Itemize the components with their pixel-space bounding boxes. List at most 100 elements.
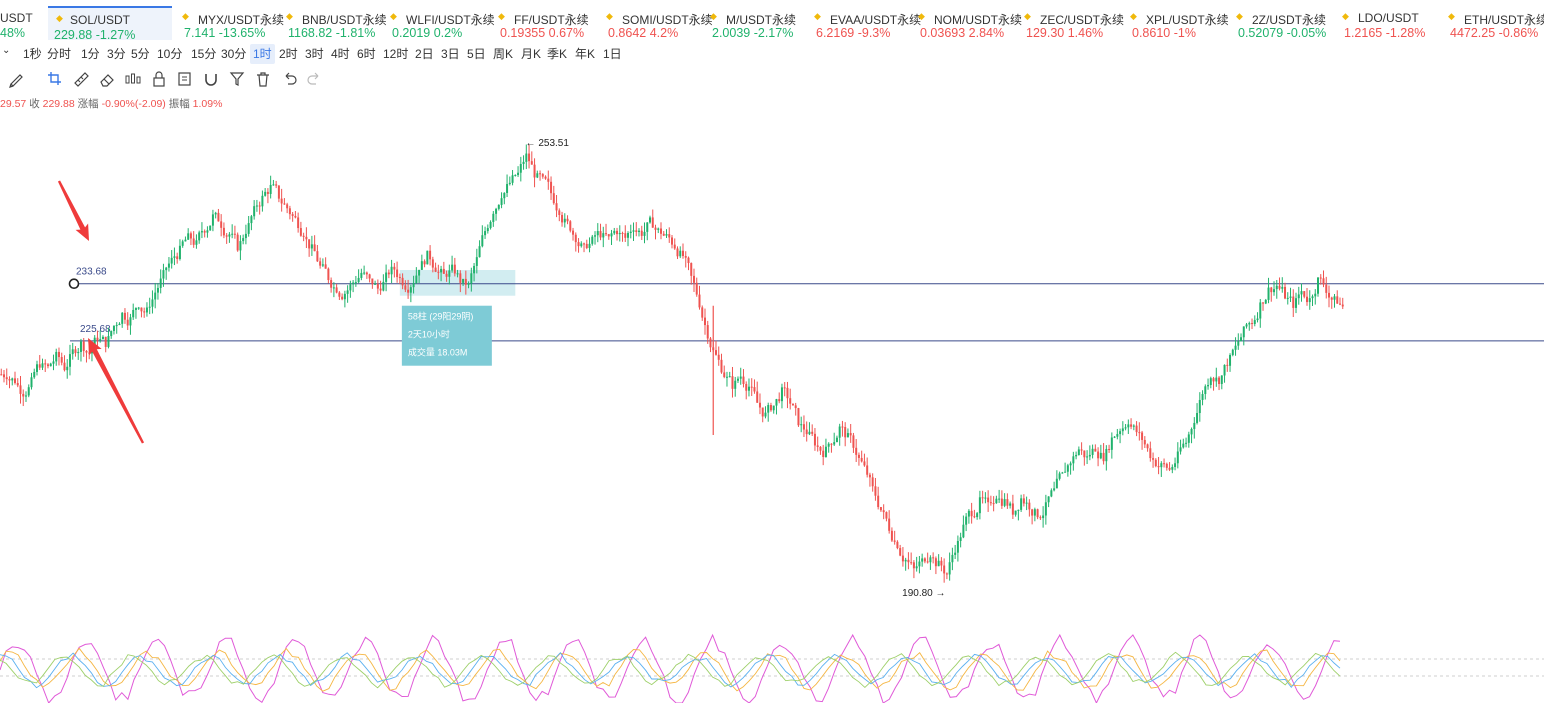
candle — [676, 246, 679, 260]
candle — [912, 560, 915, 579]
interval-2[interactable]: 1分 — [81, 47, 100, 61]
candle — [181, 239, 184, 248]
ticker-myx-usdt-[interactable]: ◆ MYX/USDT永续 7.141 -13.65% — [178, 6, 284, 40]
chevron-down-icon[interactable]: ⌄ — [2, 45, 11, 56]
candle — [940, 557, 943, 572]
candle — [794, 402, 797, 416]
interval-12[interactable]: 6时 — [357, 47, 376, 61]
candle-body — [398, 277, 401, 279]
interval-3[interactable]: 3分 — [107, 47, 126, 61]
interval-10[interactable]: 3时 — [305, 47, 324, 61]
candle-body — [539, 173, 542, 175]
interval-20[interactable]: 年K — [575, 47, 596, 61]
candlestick-chart[interactable]: 233.68 225.68 ← 253.51 190.80 → 58柱 (29阳29阴)… — [0, 110, 1544, 630]
candle — [214, 211, 217, 219]
candle-body — [107, 336, 110, 347]
candle — [956, 535, 959, 562]
pencil-icon[interactable] — [8, 70, 26, 88]
interval-5[interactable]: 10分 — [157, 47, 183, 61]
interval-9[interactable]: 2时 — [279, 47, 298, 61]
ticker-2z-usdt-[interactable]: ◆ 2Z/USDT永续 0.52079 -0.05% — [1232, 6, 1334, 40]
ticker-eth-usdt-[interactable]: ◆ ETH/USDT永续 4472.25 -0.86% — [1444, 6, 1544, 40]
interval-14[interactable]: 2日 — [415, 47, 434, 61]
ticker-usdt[interactable]: USDT 48% — [0, 6, 46, 40]
candle — [415, 267, 418, 284]
candle-body — [772, 405, 775, 411]
low-price-marker: 190.80 → — [902, 588, 945, 599]
candle — [396, 261, 399, 283]
interval-4[interactable]: 5分 — [131, 47, 150, 61]
candle — [1251, 318, 1254, 330]
candle — [517, 166, 520, 177]
crop-icon[interactable] — [46, 70, 64, 88]
candle — [228, 232, 231, 243]
candle — [1086, 450, 1089, 465]
candle — [264, 188, 267, 197]
filter-icon[interactable] — [228, 70, 246, 88]
interval-21[interactable]: 1日 — [603, 47, 622, 61]
interval-0[interactable]: 1秒 — [23, 47, 42, 61]
candle — [772, 405, 775, 414]
ticker-ldo-usdt[interactable]: ◆ LDO/USDT 1.2165 -1.28% — [1338, 6, 1440, 40]
candle-body — [962, 524, 965, 538]
interval-18[interactable]: 月K — [521, 47, 542, 61]
interval-13[interactable]: 12时 — [383, 47, 409, 61]
candle-body — [143, 311, 146, 313]
ticker-sol-usdt[interactable]: ◆ SOL/USDT 229.88 -1.27% — [48, 6, 172, 40]
candle-body — [299, 228, 302, 236]
ticker-zec-usdt-[interactable]: ◆ ZEC/USDT永续 129.30 1.46% — [1020, 6, 1124, 40]
candles-icon[interactable] — [124, 70, 142, 88]
ticker-bnb-usdt-[interactable]: ◆ BNB/USDT永续 1168.82 -1.81% — [282, 6, 387, 40]
candle — [222, 222, 225, 239]
candle-body — [27, 387, 30, 396]
ticker-last-price: 7.141 — [184, 26, 216, 40]
interval-6[interactable]: 15分 — [191, 47, 217, 61]
ticker-symbol: M/USDT永续 — [726, 13, 796, 27]
interval-15[interactable]: 3日 — [441, 47, 460, 61]
ticker-xpl-usdt-[interactable]: ◆ XPL/USDT永续 0.8610 -1% — [1126, 6, 1229, 40]
ticker-m-usdt-[interactable]: ◆ M/USDT永续 2.0039 -2.17% — [706, 6, 806, 40]
candle — [140, 307, 143, 318]
ticker-evaa-usdt-[interactable]: ◆ EVAA/USDT永续 6.2169 -9.3% — [810, 6, 921, 40]
candle-body — [868, 474, 871, 478]
ticker-somi-usdt-[interactable]: ◆ SOMI/USDT永续 0.8642 4.2% — [602, 6, 713, 40]
candle — [1330, 296, 1333, 309]
interval-19[interactable]: 季K — [547, 47, 568, 61]
eraser-icon[interactable] — [98, 70, 116, 88]
candle-body — [901, 555, 904, 562]
interval-8[interactable]: 1时 — [250, 44, 275, 64]
layers-icon[interactable] — [176, 70, 194, 88]
candle — [27, 384, 30, 398]
candle-body — [426, 250, 429, 265]
candle-body — [841, 426, 844, 428]
candle-body — [1201, 394, 1204, 400]
candle — [819, 446, 822, 455]
candle-body — [624, 233, 627, 238]
candle — [5, 368, 8, 385]
candle — [937, 554, 940, 567]
magnet-icon[interactable] — [202, 70, 220, 88]
ticker-wlfi-usdt-[interactable]: ◆ WLFI/USDT永续 0.2019 0.2% — [386, 6, 495, 40]
candle-body — [536, 173, 539, 178]
candle-body — [921, 558, 924, 562]
interval-7[interactable]: 30分 — [221, 47, 247, 61]
interval-17[interactable]: 周K — [493, 47, 514, 61]
oscillator-pane[interactable] — [0, 633, 1544, 703]
redo-icon[interactable] — [306, 70, 324, 88]
candle-body — [706, 325, 709, 339]
lock-icon[interactable] — [150, 70, 168, 88]
candle — [440, 265, 443, 282]
ticker-symbol: USDT — [0, 11, 33, 25]
candle-body — [885, 512, 888, 519]
trash-icon[interactable] — [254, 70, 272, 88]
ticker-ff-usdt-[interactable]: ◆ FF/USDT永续 0.19355 0.67% — [494, 6, 598, 40]
ticker-nom-usdt-[interactable]: ◆ NOM/USDT永续 0.03693 2.84% — [914, 6, 1022, 40]
candle-body — [723, 372, 726, 378]
candle-body — [632, 230, 635, 232]
candle-body — [753, 387, 756, 392]
ruler-icon[interactable] — [72, 70, 90, 88]
interval-1[interactable]: 分时 — [47, 47, 72, 61]
undo-icon[interactable] — [280, 70, 298, 88]
interval-11[interactable]: 4时 — [331, 47, 350, 61]
interval-16[interactable]: 5日 — [467, 47, 486, 61]
